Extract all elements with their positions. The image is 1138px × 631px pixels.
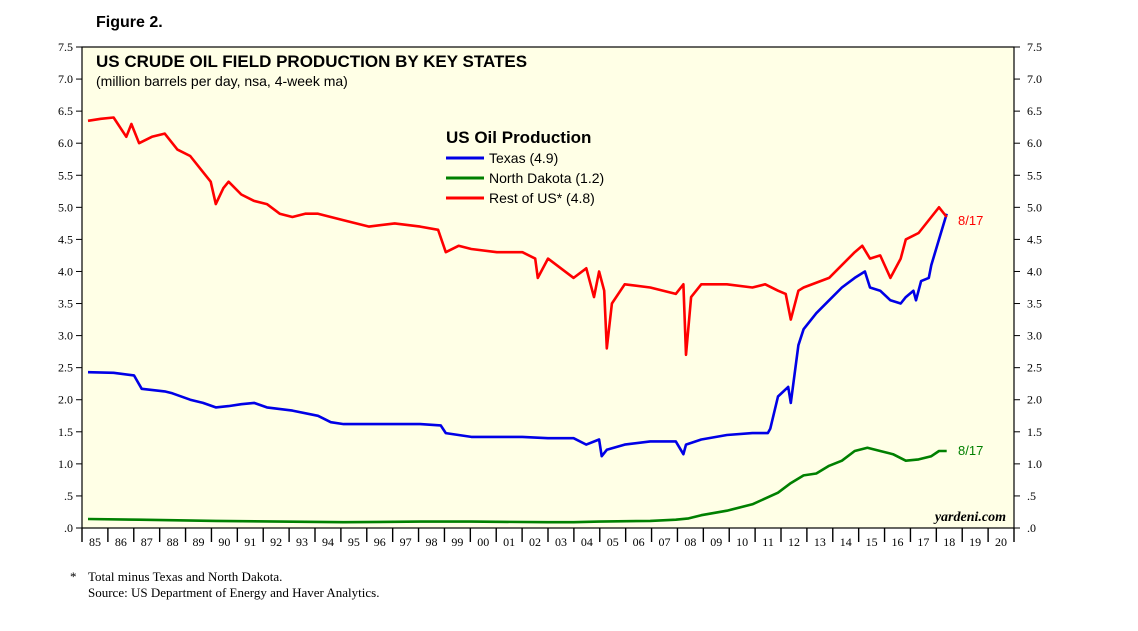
x-tick-label: 00 <box>477 535 489 549</box>
y-tick-label-right: 5.0 <box>1027 200 1042 214</box>
y-tick-label-right: 1.5 <box>1027 425 1042 439</box>
y-tick-label-right: 3.0 <box>1027 329 1042 343</box>
y-tick-label-left: 3.5 <box>58 297 73 311</box>
y-tick-label-right: .0 <box>1027 521 1036 535</box>
x-tick-label: 15 <box>866 535 878 549</box>
series-line-texas <box>87 213 948 458</box>
x-tick-label: 02 <box>529 535 541 549</box>
y-tick-label-right: 5.5 <box>1027 168 1042 182</box>
series-lines <box>87 116 948 524</box>
series-line-rest-of-us <box>87 116 948 357</box>
y-tick-label-left: .0 <box>64 521 73 535</box>
chart-title: US CRUDE OIL FIELD PRODUCTION BY KEY STA… <box>96 52 527 71</box>
x-tick-label: 90 <box>218 535 230 549</box>
x-tick-label: 99 <box>451 535 463 549</box>
y-tick-label-right: 6.0 <box>1027 136 1042 150</box>
x-tick-label: 20 <box>995 535 1007 549</box>
y-tick-label-left: 5.0 <box>58 200 73 214</box>
chart-subtitle: (million barrels per day, nsa, 4-week ma… <box>96 73 348 89</box>
x-tick-label: 87 <box>141 535 153 549</box>
x-tick-label: 09 <box>710 535 722 549</box>
y-tick-label-right: 7.5 <box>1027 40 1042 54</box>
y-tick-label-left: 1.5 <box>58 425 73 439</box>
legend-rest-of-us: Rest of US* (4.8) <box>489 190 595 206</box>
end-label-rest-of-us: 8/17 <box>958 213 983 228</box>
x-tick-label: 04 <box>581 535 593 549</box>
end-label-north-dakota: 8/17 <box>958 443 983 458</box>
x-tick-label: 10 <box>736 535 748 549</box>
y-tick-label-left: 6.0 <box>58 136 73 150</box>
x-tick-label: 14 <box>840 535 852 549</box>
x-tick-label: 85 <box>89 535 101 549</box>
legend-north-dakota: North Dakota (1.2) <box>489 170 604 186</box>
x-tick-label: 91 <box>244 535 256 549</box>
y-tick-label-left: 1.0 <box>58 457 73 471</box>
y-tick-label-right: 4.0 <box>1027 264 1042 278</box>
x-tick-label: 94 <box>322 535 334 549</box>
footnote-text: Total minus Texas and North Dakota. <box>88 569 283 584</box>
x-tick-label: 16 <box>892 535 904 549</box>
y-tick-label-left: 2.5 <box>58 361 73 375</box>
y-tick-label-right: 6.5 <box>1027 104 1042 118</box>
x-tick-label: 95 <box>348 535 360 549</box>
y-tick-label-left: 3.0 <box>58 329 73 343</box>
footnote: * Total minus Texas and North Dakota. <box>70 569 282 585</box>
y-tick-label-right: 2.0 <box>1027 393 1042 407</box>
y-tick-label-right: 4.5 <box>1027 232 1042 246</box>
x-tick-label: 01 <box>503 535 515 549</box>
x-tick-label: 05 <box>607 535 619 549</box>
y-tick-label-left: 2.0 <box>58 393 73 407</box>
x-tick-label: 11 <box>762 535 774 549</box>
x-tick-label: 12 <box>788 535 800 549</box>
x-tick-label: 89 <box>193 535 205 549</box>
y-tick-label-left: 6.5 <box>58 104 73 118</box>
x-tick-label: 92 <box>270 535 282 549</box>
y-tick-label-right: 1.0 <box>1027 457 1042 471</box>
x-tick-label: 96 <box>374 535 386 549</box>
watermark: yardeni.com <box>933 510 1006 525</box>
y-tick-label-right: 7.0 <box>1027 72 1042 86</box>
legend-texas: Texas (4.9) <box>489 150 558 166</box>
footnote-mark: * <box>70 569 77 584</box>
x-tick-label: 13 <box>814 535 826 549</box>
plot-area <box>81 46 1015 529</box>
x-tick-label: 03 <box>555 535 567 549</box>
figure-label: Figure 2. <box>96 14 163 31</box>
x-tick-label: 08 <box>684 535 696 549</box>
y-tick-label-right: .5 <box>1027 489 1036 503</box>
x-tick-label: 93 <box>296 535 308 549</box>
x-tick-label: 97 <box>400 535 412 549</box>
y-tick-label-right: 2.5 <box>1027 361 1042 375</box>
y-tick-label-left: 7.0 <box>58 72 73 86</box>
x-tick-label: 07 <box>659 535 671 549</box>
y-tick-label-right: 3.5 <box>1027 297 1042 311</box>
axis-ticks: .0 .0 .5 .5 1.0 1.0 1.5 1.5 2.0 2.0 2.5 2.5 3.0 3.0 3.… <box>58 40 1042 549</box>
x-tick-label: 18 <box>943 535 955 549</box>
y-tick-label-left: 4.0 <box>58 264 73 278</box>
line-chart: .0 .0 .5 .5 1.0 1.0 1.5 1.5 2.0 2.0 2.5 2.5 3.0 3.0 3.… <box>58 40 1042 549</box>
series-line-north-dakota <box>87 446 947 524</box>
y-tick-label-left: 4.5 <box>58 232 73 246</box>
y-tick-label-left: .5 <box>64 489 73 503</box>
x-tick-label: 19 <box>969 535 981 549</box>
x-tick-label: 17 <box>917 535 929 549</box>
x-tick-label: 06 <box>633 535 645 549</box>
x-tick-label: 88 <box>167 535 179 549</box>
legend-title: US Oil Production <box>446 128 591 147</box>
y-tick-label-left: 7.5 <box>58 40 73 54</box>
y-tick-label-left: 5.5 <box>58 168 73 182</box>
x-tick-label: 86 <box>115 535 127 549</box>
source-note: Source: US Department of Energy and Have… <box>88 585 380 600</box>
x-tick-label: 98 <box>426 535 438 549</box>
